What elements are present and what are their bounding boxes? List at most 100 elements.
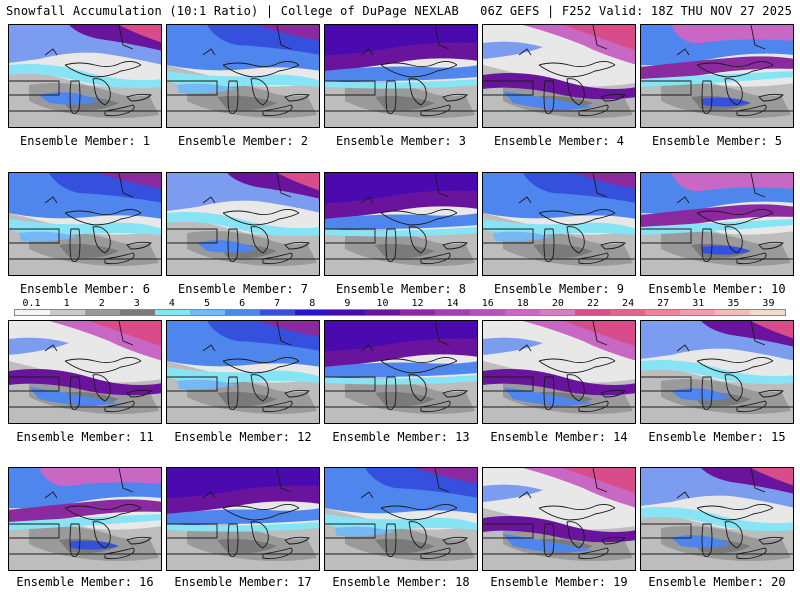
colorbar-label: 4	[168, 298, 175, 309]
colorbar-label: 10	[376, 298, 389, 309]
geographic-outline	[408, 226, 427, 254]
snowfall-shading	[325, 227, 477, 237]
snowfall-shading	[99, 173, 161, 189]
geographic-outline	[64, 208, 142, 216]
geographic-outline	[360, 491, 374, 499]
geographic-outline	[64, 356, 142, 364]
geographic-outline	[750, 321, 766, 346]
geographic-outline	[227, 228, 239, 262]
geographic-outline	[518, 491, 532, 499]
geographic-outline	[724, 78, 743, 106]
geographic-outline	[600, 93, 626, 102]
geographic-outline	[566, 521, 585, 549]
geographic-outline	[64, 60, 142, 68]
ensemble-member-label: Ensemble Member: 2	[177, 134, 309, 148]
geographic-outline	[696, 212, 774, 226]
colorbar-swatch	[540, 310, 575, 315]
snowfall-map	[9, 173, 161, 275]
snowfall-shading	[483, 41, 543, 59]
geographic-outline	[69, 376, 81, 410]
colorbar-swatch	[470, 310, 505, 315]
geographic-outline	[9, 80, 60, 96]
geographic-outline	[284, 241, 310, 250]
snowfall-map	[325, 321, 477, 423]
snowfall-shading	[503, 91, 593, 110]
geographic-outline	[222, 507, 300, 521]
geographic-outline	[538, 208, 616, 216]
geographic-outline	[758, 93, 784, 102]
geographic-outline	[408, 374, 427, 402]
geographic-outline	[380, 212, 458, 226]
colorbar-swatch	[120, 310, 155, 315]
snowfall-shading	[325, 213, 477, 230]
geographic-outline	[483, 523, 534, 539]
geographic-outline	[538, 356, 616, 364]
geographic-outline	[222, 64, 300, 78]
geographic-outline	[696, 64, 774, 78]
snowfall-shading	[641, 507, 793, 532]
geographic-outline	[44, 491, 58, 499]
geographic-outline	[724, 226, 743, 254]
colorbar-label: 35	[727, 298, 740, 309]
geographic-outline	[380, 360, 458, 374]
geographic-outline	[380, 60, 458, 68]
light-snow-area	[59, 243, 119, 259]
geographic-outline	[104, 104, 135, 117]
geographic-outline	[538, 60, 616, 68]
colorbar-swatch	[295, 310, 330, 315]
colorbar-swatch	[365, 310, 400, 315]
snowfall-colorbar: 0.1 1 2 3 4 5 6 7 8 9 10 12 14 16 18 20 22 24 27 31 35 39	[14, 298, 786, 317]
geographic-outline	[250, 78, 269, 106]
geographic-outline	[9, 523, 60, 539]
snowfall-shading	[277, 173, 319, 191]
geographic-outline	[250, 226, 269, 254]
geographic-outline	[566, 78, 585, 106]
ensemble-member-label: Ensemble Member: 14	[490, 430, 628, 444]
ensemble-member-map	[482, 24, 636, 128]
geographic-outline	[262, 547, 293, 560]
geographic-outline	[325, 80, 376, 96]
snowfall-shading	[325, 361, 477, 378]
geographic-outline	[736, 400, 767, 413]
ensemble-member-label: Ensemble Member: 6	[19, 282, 151, 296]
geographic-outline	[676, 196, 690, 204]
geographic-outline	[578, 400, 609, 413]
ensemble-member-label: Ensemble Member: 18	[332, 575, 470, 589]
geographic-outline	[44, 196, 58, 204]
snowfall-shading	[641, 360, 793, 385]
snowfall-shading	[9, 64, 161, 89]
colorbar-swatch	[190, 310, 225, 315]
light-snow-area	[217, 391, 277, 407]
snowfall-shading	[167, 522, 319, 532]
ensemble-member-label: Ensemble Member: 9	[493, 282, 625, 296]
snowfall-shading	[563, 25, 635, 51]
geographic-outline	[167, 228, 218, 244]
ensemble-member-label: Ensemble Member: 16	[16, 575, 154, 589]
geographic-outline	[736, 104, 767, 117]
geographic-outline	[104, 400, 135, 413]
geographic-outline	[222, 212, 300, 226]
light-snow-area	[375, 391, 435, 407]
geographic-outline	[325, 376, 376, 392]
geographic-outline	[126, 389, 152, 398]
snowfall-map	[167, 25, 319, 127]
geographic-outline	[518, 196, 532, 204]
geographic-outline	[483, 80, 534, 96]
ensemble-member-label: Ensemble Member: 7	[177, 282, 309, 296]
ensemble-member-map	[324, 320, 478, 424]
snowfall-shading	[493, 231, 553, 242]
snowfall-shading	[671, 25, 793, 44]
colorbar-label: 27	[657, 298, 670, 309]
geographic-outline	[750, 468, 766, 493]
snowfall-shading	[751, 321, 793, 339]
ensemble-member-map	[166, 320, 320, 424]
geographic-outline	[385, 80, 397, 114]
geographic-outline	[284, 536, 310, 545]
geographic-outline	[420, 400, 451, 413]
geographic-outline	[578, 547, 609, 560]
snowfall-map	[483, 173, 635, 275]
geographic-outline	[227, 376, 239, 410]
snowfall-map	[9, 321, 161, 423]
ensemble-member-map	[8, 320, 162, 424]
geographic-outline	[600, 536, 626, 545]
